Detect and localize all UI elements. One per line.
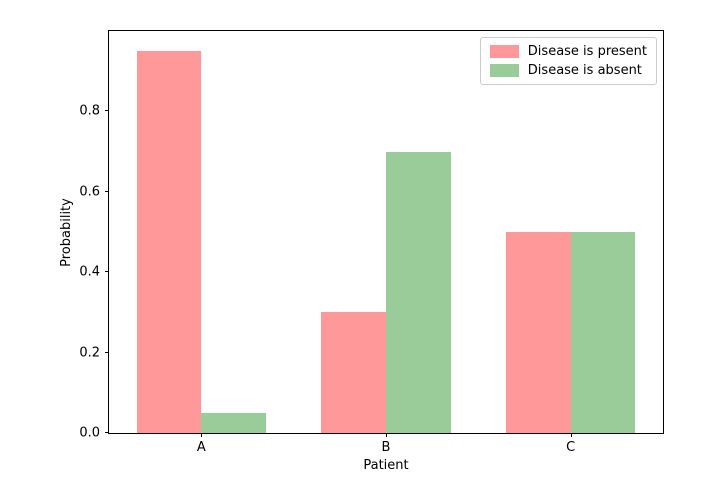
x-tick-label-A: A — [196, 440, 206, 455]
y-tick-0.6 — [105, 190, 109, 192]
x-tick-label-B: B — [381, 440, 391, 455]
y-tick-label-0.8: 0.8 — [79, 103, 100, 119]
bar-B-absent — [386, 151, 451, 433]
legend-swatch-absent-icon — [489, 64, 519, 77]
bar-C-present — [506, 232, 571, 433]
bar-B-present — [321, 312, 386, 433]
legend-item-present: Disease is present — [489, 44, 647, 59]
y-tick-label-0.0: 0.0 — [79, 425, 100, 441]
y-tick-0.0 — [105, 432, 109, 433]
y-tick-label-0.6: 0.6 — [79, 184, 100, 200]
y-tick-0.4 — [105, 271, 109, 273]
plot-area: Disease is present Disease is absent Pro… — [59, 30, 664, 472]
x-tick-B — [386, 433, 387, 437]
x-tick-label-C: C — [566, 440, 576, 455]
y-axis-label: Probability — [58, 31, 74, 433]
bar-A-present — [136, 51, 202, 433]
y-tick-0.8 — [105, 110, 109, 112]
legend-label-absent: Disease is absent — [527, 63, 642, 78]
legend-swatch-present-icon — [489, 45, 519, 58]
y-tick-label-0.2: 0.2 — [79, 345, 100, 361]
x-tick-A — [201, 433, 203, 437]
x-axis-label: Patient — [363, 458, 409, 473]
y-tick-label-0.4: 0.4 — [79, 264, 100, 280]
legend: Disease is present Disease is absent — [479, 37, 657, 85]
y-axis-label-text: Probability — [58, 197, 74, 267]
legend-label-present: Disease is present — [527, 44, 647, 59]
x-tick-C — [570, 433, 572, 437]
y-tick-0.2 — [105, 351, 109, 353]
legend-item-absent: Disease is absent — [489, 63, 647, 78]
bar-C-absent — [570, 232, 636, 433]
bar-A-absent — [201, 412, 266, 433]
